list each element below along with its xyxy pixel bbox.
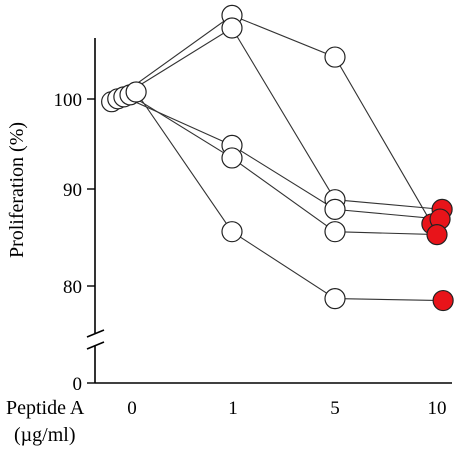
x-tick-label: 10	[428, 398, 447, 419]
x-tick-label: 5	[330, 398, 340, 419]
series-line-4	[129, 94, 438, 236]
axis-break-mark-upper	[86, 329, 105, 338]
series-line-5	[135, 91, 444, 302]
data-point-s5-10	[432, 289, 454, 312]
series-layer	[111, 14, 444, 302]
points-layer	[101, 4, 454, 312]
y-tick-label: 0	[73, 374, 83, 395]
y-axis-title: Proliferation (%)	[6, 122, 28, 258]
x-tick-label: 0	[127, 398, 137, 419]
data-point-s5-1	[221, 221, 243, 243]
x-axis-title: Peptide A	[6, 397, 85, 419]
data-point-s5-5	[324, 288, 346, 310]
y-tick-label: 80	[63, 277, 82, 298]
data-point-s4-10	[426, 223, 448, 246]
data-point-s5-0	[125, 81, 147, 103]
data-point-s3-5	[324, 198, 346, 220]
data-point-s1-5	[324, 46, 346, 68]
x-axis-unit: (µg/ml)	[14, 424, 76, 446]
y-tick-label: 100	[54, 90, 83, 111]
data-point-s2-1	[221, 17, 243, 39]
series-line-1	[111, 14, 433, 225]
axis-break-mark-lower	[86, 341, 105, 350]
data-point-s4-1	[221, 147, 243, 169]
data-point-s4-5	[324, 221, 346, 243]
series-line-2	[117, 27, 443, 210]
series-line-3	[123, 96, 441, 220]
x-tick-label: 1	[228, 398, 238, 419]
y-tick-label: 90	[63, 180, 82, 201]
